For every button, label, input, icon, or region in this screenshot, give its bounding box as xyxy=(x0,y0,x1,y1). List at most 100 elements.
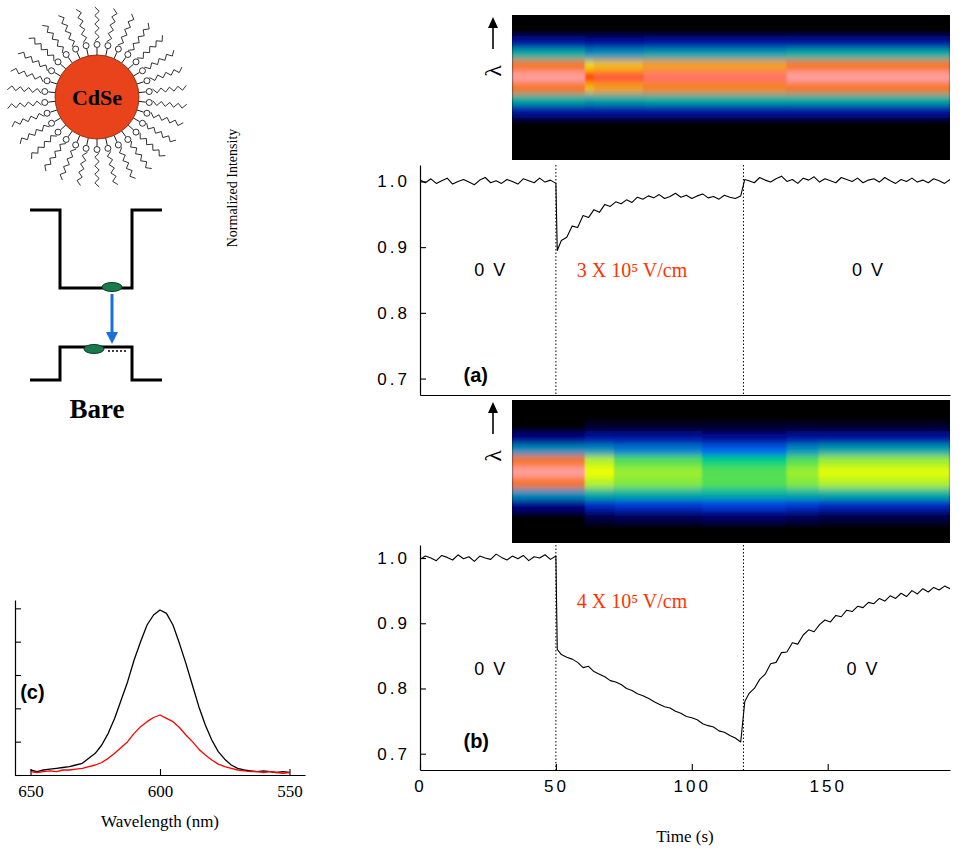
ligand-stalk xyxy=(55,118,61,122)
spectrogram-cells xyxy=(512,15,950,160)
trap-state xyxy=(108,350,128,352)
ligand-head xyxy=(133,59,139,65)
spectrogram-cell xyxy=(585,115,594,127)
ligand-head xyxy=(73,142,79,148)
y-axis-tick xyxy=(15,742,21,743)
spectrogram-cell xyxy=(512,477,586,489)
spectrogram-cell xyxy=(786,433,819,445)
y-axis-tick: 1.0 xyxy=(377,549,426,568)
tick-label: 0.7 xyxy=(377,370,410,389)
spectrogram-cell xyxy=(643,138,787,150)
spectrogram-cell xyxy=(585,466,615,478)
y-axis-tick: 1.0 xyxy=(377,172,426,191)
ligand-head xyxy=(49,68,55,74)
spectrogram-cell xyxy=(786,48,950,60)
spectrogram-cell xyxy=(702,433,787,445)
spectrogram-cell xyxy=(702,422,787,434)
ligand-stalk xyxy=(68,131,72,137)
ligand-head xyxy=(125,52,131,58)
ligand-tail xyxy=(150,67,182,80)
tick-mark xyxy=(160,769,161,775)
ligand-head xyxy=(83,145,89,151)
ligand-stalk xyxy=(133,118,139,122)
ligand-head xyxy=(139,120,145,126)
spectrogram-cell xyxy=(643,37,787,49)
spectrogram-cell xyxy=(585,60,594,72)
spectrogram-cell xyxy=(594,37,644,49)
spectrogram-cell xyxy=(786,411,819,423)
spectrogram-cell xyxy=(819,521,950,533)
ligand-head xyxy=(115,142,121,148)
ligand-stalk xyxy=(106,138,107,145)
spectrogram xyxy=(512,400,951,544)
ligand-head xyxy=(105,43,111,49)
figure: λ1.00.90.80.70 V3 X 10⁵ V/cm0 V(a)Normal… xyxy=(0,0,961,865)
schematic: CdSeBare xyxy=(7,7,186,424)
spectrogram-cell xyxy=(585,71,594,83)
spectrogram-cell xyxy=(786,37,950,49)
spectrogram-cell xyxy=(643,115,787,127)
y-axis-tick: 0.9 xyxy=(377,238,426,257)
spectrogram-cell xyxy=(512,71,586,83)
spectrogram-cell xyxy=(585,433,615,445)
ligand-tail xyxy=(32,136,57,159)
ligand-tail xyxy=(131,141,152,169)
transition-arrow-head xyxy=(106,332,118,344)
spectrogram-cell xyxy=(643,127,787,139)
switch-line xyxy=(743,165,744,395)
tick-label: 0.9 xyxy=(377,238,410,257)
spectrogram-cell xyxy=(614,477,702,489)
ligand-tail xyxy=(147,123,176,142)
ligand-head xyxy=(146,89,152,95)
axis-title: Normalized Intensity xyxy=(225,129,240,248)
ligand-tail xyxy=(42,25,63,53)
spectrogram-cell xyxy=(512,532,586,543)
spectrogram-cell xyxy=(614,455,702,467)
spectrogram-cell xyxy=(786,104,950,116)
spectrogram-cell xyxy=(702,532,787,543)
spectrogram-cell xyxy=(819,433,950,445)
spectrogram-cell xyxy=(786,26,950,38)
ligand-stalk xyxy=(61,64,66,69)
particle-label: CdSe xyxy=(72,85,122,110)
spectrogram-cell xyxy=(786,499,819,511)
ligand-head xyxy=(63,136,69,142)
spectrogram xyxy=(512,15,951,161)
ligand-head xyxy=(73,46,79,52)
tick-mark xyxy=(420,688,426,689)
y-axis-line xyxy=(420,166,421,396)
ligand-tail xyxy=(106,9,116,42)
line-chart: 1.00.90.80.70501001504 X 10⁵ V/cm0 V0 V(… xyxy=(377,545,950,846)
spectrogram-cell xyxy=(614,466,702,478)
spectrogram-cell xyxy=(594,26,644,38)
conduction-band xyxy=(30,210,162,288)
ligand-tail xyxy=(137,35,162,58)
tick-mark xyxy=(15,675,21,676)
spectrogram-cell xyxy=(643,48,787,60)
y-axis-tick: 0.9 xyxy=(377,614,426,633)
ligand-tail xyxy=(107,151,117,184)
spectrogram-cell xyxy=(585,521,615,533)
wavelength-arrow xyxy=(488,17,498,49)
annotation: 0 V xyxy=(847,659,880,679)
spectrogram-cell xyxy=(512,127,586,139)
spectrogram-background xyxy=(512,400,950,543)
tick-mark xyxy=(420,754,426,755)
spectrogram-cell xyxy=(585,444,615,456)
spectrogram-cell xyxy=(702,455,787,467)
spectrogram-cell xyxy=(512,488,586,500)
tick-label: 50 xyxy=(544,777,569,796)
tick-mark xyxy=(289,769,290,775)
arrow-shaft xyxy=(492,410,494,434)
tick-mark xyxy=(420,313,426,314)
spectrogram-cell xyxy=(585,48,594,60)
spectrogram-cell xyxy=(585,149,594,160)
spectrogram-cell xyxy=(594,138,644,150)
spectrogram-cell xyxy=(786,138,950,150)
axis-title: λ xyxy=(480,65,506,77)
annotation: 0 V xyxy=(474,260,507,280)
spectrogram-cell xyxy=(819,488,950,500)
spectrogram-cell xyxy=(512,60,586,72)
ligand-head xyxy=(144,110,150,116)
spectrogram-cell xyxy=(643,93,787,105)
